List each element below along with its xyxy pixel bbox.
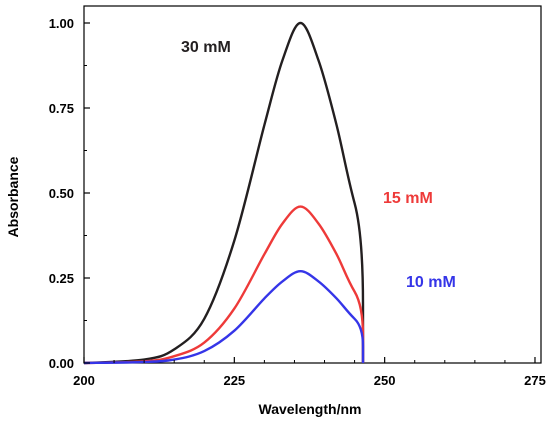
x-tick-label: 250 [374, 373, 396, 388]
y-axis-title: Absorbance [5, 156, 21, 237]
y-tick-label: 0.75 [49, 101, 74, 116]
series-label-10-mm: 10 mM [406, 274, 456, 291]
plot-frame [83, 5, 542, 364]
series-label-15-mm: 15 mM [383, 190, 433, 207]
series-label-30-mm: 30 mM [181, 39, 231, 56]
y-tick-label: 0.25 [49, 271, 74, 286]
x-tick-label: 225 [223, 373, 245, 388]
series-line-10-mm [83, 270, 365, 365]
x-axis-title: Wavelength/nm [259, 401, 362, 417]
x-tick-label: 275 [524, 373, 546, 388]
y-tick-label: 1.00 [49, 16, 74, 31]
y-tick-label: 0.00 [49, 356, 74, 371]
y-tick-label: 0.50 [49, 186, 74, 201]
series-line-30-mm [83, 21, 365, 365]
x-tick-label: 200 [73, 373, 95, 388]
